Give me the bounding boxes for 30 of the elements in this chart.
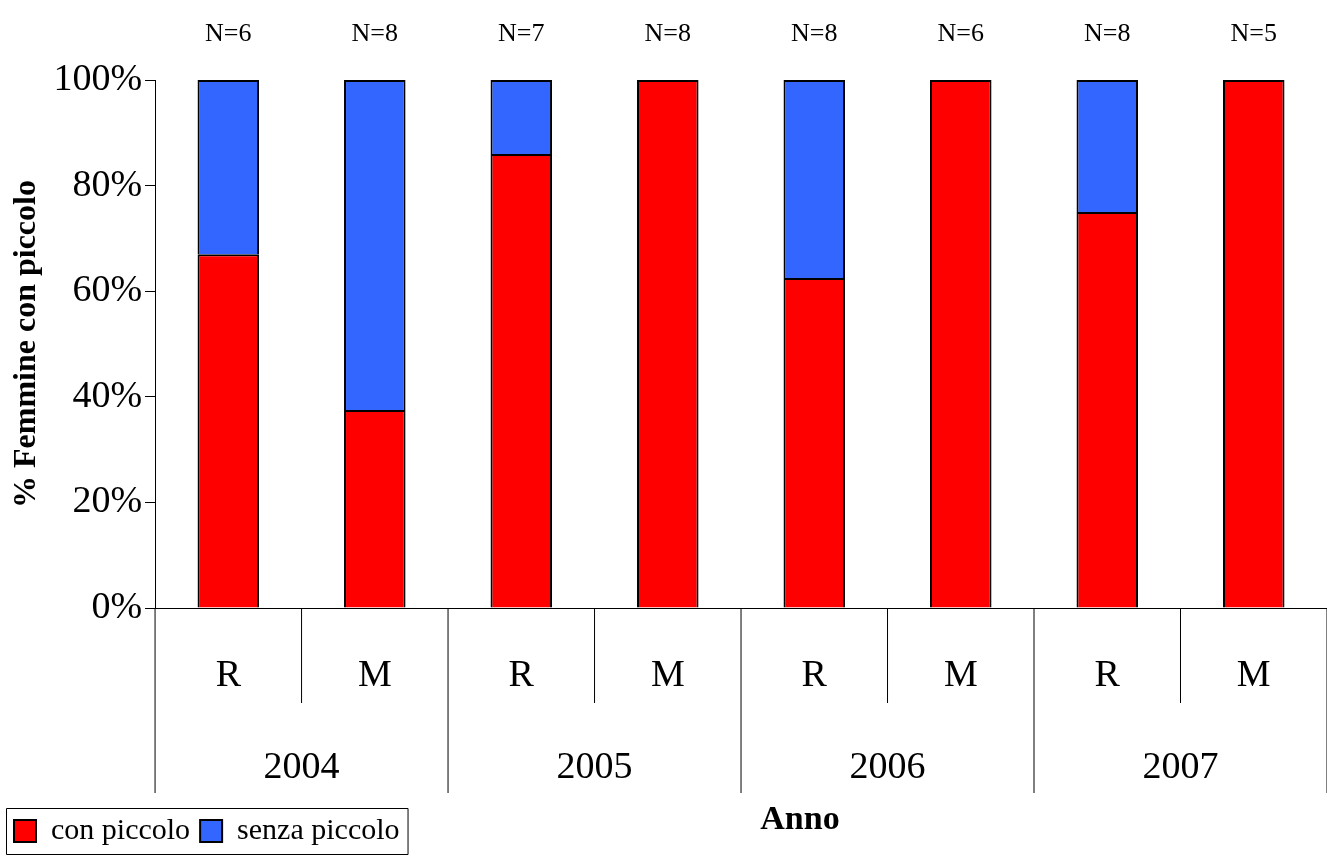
x-tick-label: R xyxy=(215,651,242,694)
x-axis-title: Anno xyxy=(760,798,840,836)
text: 2007 xyxy=(1142,743,1219,786)
text: 2005 xyxy=(556,743,633,786)
y-tick-label: 100% xyxy=(53,55,143,98)
text: N=6 xyxy=(937,17,984,47)
legend-label: senza piccolo xyxy=(237,811,400,845)
text: N=7 xyxy=(498,17,545,47)
x-tick-label: R xyxy=(1094,651,1121,694)
x-tick-label: M xyxy=(943,651,978,694)
text: 2004 xyxy=(263,743,340,786)
text: 2006 xyxy=(849,743,926,786)
text: N=8 xyxy=(351,17,399,47)
text: N=8 xyxy=(791,17,838,47)
legend-label: con piccolo xyxy=(51,811,191,845)
x-tick-label: M xyxy=(1236,651,1271,694)
text: N=5 xyxy=(1230,17,1277,47)
x-tick-label: M xyxy=(650,651,685,694)
text: N=8 xyxy=(644,17,692,47)
y-tick-label: 40% xyxy=(72,372,143,415)
text: N=8 xyxy=(1084,17,1131,47)
y-tick-label: 60% xyxy=(72,267,143,310)
x-tick-label: M xyxy=(357,651,392,694)
y-tick-label: 0% xyxy=(91,583,143,626)
y-tick-label: 80% xyxy=(72,161,143,204)
x-tick-label: R xyxy=(801,651,828,694)
y-tick-label: 20% xyxy=(72,478,143,521)
text: N=6 xyxy=(205,17,252,47)
y-axis-title: % Femmine con piccolo xyxy=(6,180,43,508)
x-tick-label: R xyxy=(508,651,535,694)
